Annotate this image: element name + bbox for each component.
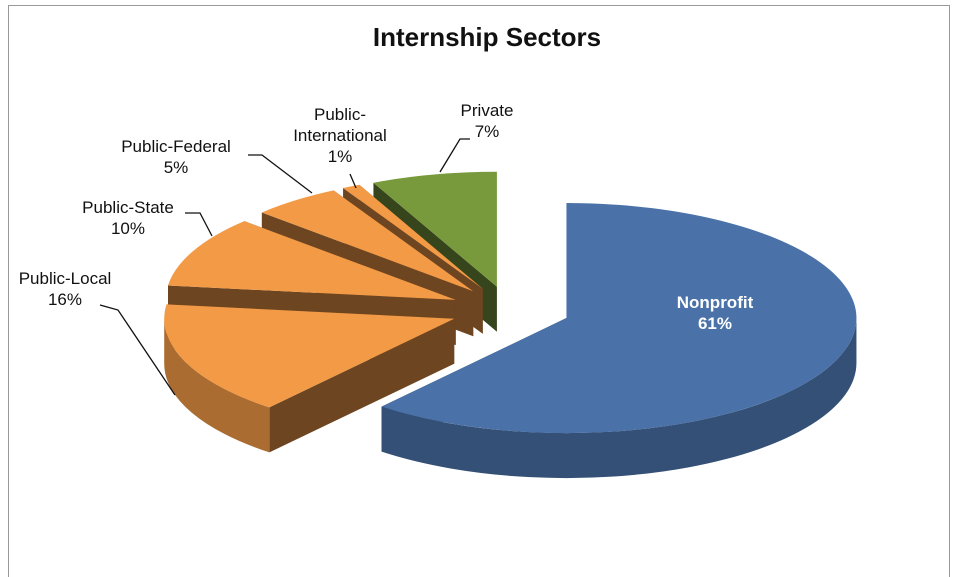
leader-line	[248, 154, 313, 194]
category-label: Private	[460, 101, 514, 120]
slice	[381, 203, 857, 434]
value-label: 61%	[697, 314, 733, 333]
value-label: 16%	[47, 290, 83, 309]
category-label: Public-Federal	[121, 137, 231, 156]
data-label: Nonprofit 61%	[677, 292, 753, 334]
value-label: 7%	[474, 122, 500, 141]
category-label: Public-Local	[18, 269, 112, 288]
category-label: Nonprofit	[676, 293, 754, 312]
value-label: 10%	[110, 219, 146, 238]
leader-line	[439, 138, 470, 173]
chart-title: Internship Sectors	[372, 22, 602, 52]
slice-wall	[381, 318, 857, 479]
data-label: Private 7%	[461, 100, 514, 142]
leader-line	[99, 304, 176, 396]
slice	[167, 221, 456, 300]
slice	[343, 184, 483, 289]
slice	[261, 190, 474, 292]
slice	[373, 171, 497, 287]
slice	[164, 304, 455, 408]
slice-wall	[164, 318, 270, 453]
data-label: Public-International 1%	[275, 104, 405, 167]
leader-line	[349, 173, 357, 189]
data-label: Public-Local 16%	[19, 268, 112, 310]
data-label: Public-State 10%	[82, 197, 174, 239]
data-label: Public-Federal 5%	[121, 136, 231, 178]
leader-line	[185, 212, 213, 237]
slice	[381, 203, 857, 479]
category-label: Public-State	[82, 198, 174, 217]
slice	[164, 304, 455, 453]
category-label: Public-International	[293, 105, 387, 145]
value-label: 1%	[327, 147, 353, 166]
value-label: 5%	[163, 158, 189, 177]
